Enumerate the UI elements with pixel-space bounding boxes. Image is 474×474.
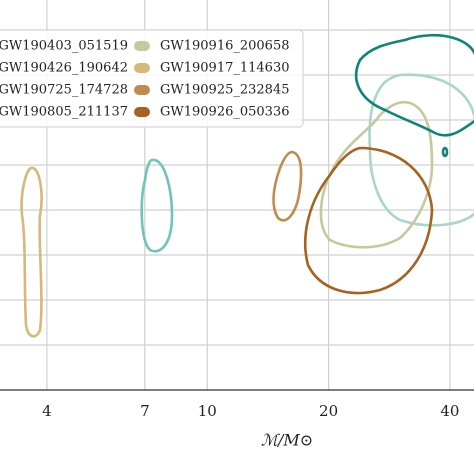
legend-label: GW190926_050336 bbox=[160, 105, 290, 120]
legend-label: GW190805_211137 bbox=[0, 105, 128, 120]
legend-label: GW190917_114630 bbox=[160, 61, 290, 76]
contour bbox=[272, 150, 303, 222]
legend-label: GW190725_174728 bbox=[0, 83, 128, 98]
x-tick-label: 20 bbox=[319, 402, 338, 420]
contour bbox=[441, 146, 449, 158]
contour bbox=[140, 158, 174, 253]
legend-label: GW190426_190642 bbox=[0, 61, 128, 76]
contour bbox=[303, 146, 434, 295]
contour bbox=[354, 33, 474, 137]
x-tick-label: 4 bbox=[42, 402, 52, 420]
contours bbox=[20, 33, 474, 338]
legend-label: GW190925_232845 bbox=[160, 83, 290, 98]
legend: GW190403_051519 GW190426_190642 GW190725_1… bbox=[0, 39, 290, 120]
contour bbox=[319, 100, 434, 249]
contour bbox=[20, 166, 43, 338]
x-tick-label: 40 bbox=[440, 402, 459, 420]
legend-label: GW190916_200658 bbox=[160, 39, 290, 54]
legend-marker bbox=[134, 85, 150, 95]
legend-marker bbox=[134, 107, 150, 117]
contour bbox=[368, 73, 474, 227]
legend-marker bbox=[134, 63, 150, 73]
legend-box bbox=[0, 29, 304, 128]
x-tick-label: 7 bbox=[140, 402, 150, 420]
x-axis-label: ℳ/M⊙ bbox=[261, 431, 313, 450]
x-tick-label: 10 bbox=[198, 402, 217, 420]
legend-marker bbox=[134, 41, 150, 51]
legend-label: GW190403_051519 bbox=[0, 39, 128, 54]
